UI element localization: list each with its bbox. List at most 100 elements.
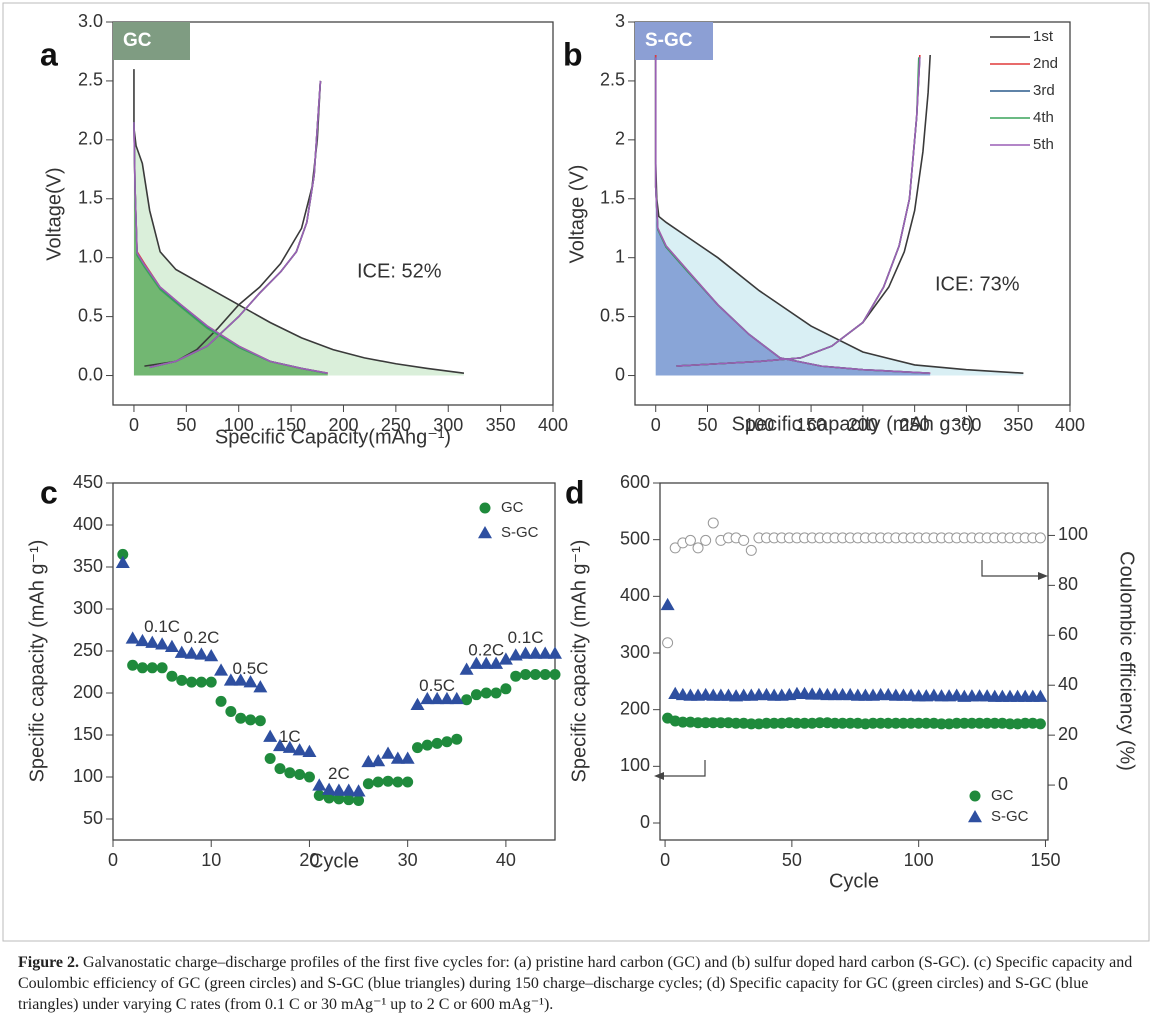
point [372, 776, 384, 788]
y-tick-label: 3 [615, 11, 625, 31]
rate-annotation: 0.5C [233, 659, 269, 678]
rate-annotation: 0.5C [419, 676, 455, 695]
x-tick-label: 150 [276, 415, 306, 435]
point [282, 740, 297, 753]
point [115, 555, 130, 569]
point [1034, 532, 1046, 544]
y-tick-label: 0 [615, 364, 625, 384]
point [371, 754, 386, 767]
point [362, 778, 374, 790]
y-axis-label: Specific capacity (mAh g⁻¹) [26, 540, 48, 783]
point [730, 717, 742, 729]
point [1019, 717, 1031, 729]
panel-letter: b [563, 36, 583, 72]
plot-frame [634, 21, 1071, 406]
point [791, 717, 803, 729]
point [935, 718, 947, 730]
annotation: ICE: 52% [357, 260, 442, 282]
point [351, 784, 366, 797]
point [174, 645, 189, 658]
point [700, 717, 712, 729]
figure-frame [2, 2, 1150, 942]
arrow-right [981, 560, 1040, 577]
point [223, 673, 238, 686]
y-tick-label: 0.5 [78, 305, 103, 325]
point [844, 717, 856, 729]
point [738, 534, 750, 546]
x-tick-label: 0 [129, 415, 139, 435]
point [235, 712, 247, 724]
point [322, 782, 337, 795]
legend-label: S-GC [991, 808, 1029, 825]
point [498, 652, 513, 665]
legend-swatch [968, 810, 982, 823]
point [528, 646, 543, 659]
y-tick-label: 0.0 [78, 364, 103, 384]
y2-tick-label: 0 [1058, 774, 1068, 794]
point [677, 716, 689, 728]
legend-label: GC [501, 499, 524, 516]
x-tick-label: 200 [848, 415, 878, 435]
point [421, 739, 433, 751]
x-axis-label: Cycle [829, 870, 879, 892]
y-tick-label: 2.0 [78, 129, 103, 149]
legend-swatch [478, 526, 492, 539]
point [829, 717, 841, 729]
point [692, 717, 704, 729]
y-tick-label: 200 [73, 682, 103, 702]
y2-axis-label: Coulombic efficiency (%) [1116, 551, 1138, 771]
point [529, 669, 541, 681]
plot-frame [112, 482, 556, 841]
point [451, 733, 463, 745]
y-tick-label: 1 [615, 246, 625, 266]
y-tick-label: 350 [73, 556, 103, 576]
point [966, 717, 978, 729]
point [489, 656, 504, 669]
x-axis-label: Cycle [309, 850, 359, 872]
label-box-text: GC [123, 30, 152, 51]
point [284, 767, 296, 779]
legend-label: 5th [1033, 136, 1054, 153]
point [897, 717, 909, 729]
point [1034, 718, 1046, 730]
x-tick-label: 50 [782, 850, 802, 870]
x-tick-label: 100 [224, 415, 254, 435]
point [245, 714, 257, 726]
point [353, 795, 365, 807]
point [837, 717, 849, 729]
point [518, 646, 533, 659]
point [254, 715, 266, 727]
y-tick-label: 50 [83, 808, 103, 828]
panel-letter: a [40, 36, 58, 72]
legend-swatch [969, 790, 981, 802]
point [707, 717, 719, 729]
caption-text: Galvanostatic charge–discharge profiles … [18, 954, 1133, 1013]
x-tick-label: 20 [299, 850, 319, 870]
x-tick-label: 300 [433, 415, 463, 435]
x-tick-label: 0 [108, 850, 118, 870]
point [361, 754, 376, 768]
point [400, 751, 415, 764]
point [461, 694, 473, 706]
x-tick-label: 100 [904, 850, 934, 870]
y-tick-label: 150 [73, 724, 103, 744]
legend-label: S-GC [501, 524, 539, 541]
point [205, 676, 217, 688]
point [951, 717, 963, 729]
y-axis-label: Voltage (V) [566, 165, 588, 264]
plot-frame [659, 482, 1049, 841]
y-axis-label: Voltage(V) [43, 167, 65, 260]
point [263, 729, 278, 742]
y-tick-label: 100 [620, 755, 650, 775]
point [135, 633, 150, 647]
point [323, 792, 335, 804]
rate-annotation: 0.1C [508, 628, 544, 647]
area-fill [133, 69, 464, 376]
x-tick-label: 10 [201, 850, 221, 870]
y-tick-label: 1.0 [78, 246, 103, 266]
point [402, 776, 414, 788]
legend-label: GC [991, 787, 1014, 804]
x-axis-label: Specific Capacity(mAhg⁻¹) [215, 426, 451, 448]
y-tick-label: 3.0 [78, 11, 103, 31]
rate-annotation: 1C [279, 727, 301, 746]
